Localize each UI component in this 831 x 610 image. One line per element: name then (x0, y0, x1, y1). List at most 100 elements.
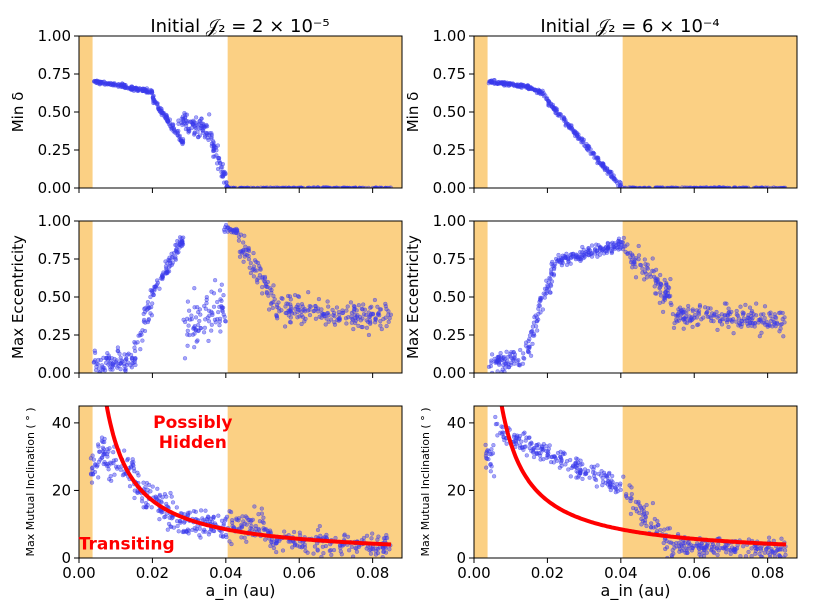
data-point (364, 533, 370, 538)
data-point (129, 87, 134, 92)
data-point (681, 548, 687, 553)
data-point (215, 299, 220, 305)
data-point (178, 138, 184, 143)
data-point (573, 464, 579, 470)
data-point (205, 514, 211, 519)
data-point (533, 87, 539, 93)
data-point (716, 313, 721, 319)
data-point (153, 494, 158, 499)
data-point (598, 473, 604, 478)
data-point (217, 288, 223, 293)
data-point (303, 316, 308, 322)
data-point (544, 449, 549, 454)
data-point (630, 265, 635, 270)
data-point (517, 445, 523, 451)
data-point (757, 334, 762, 339)
data-point (204, 297, 209, 302)
data-point (146, 316, 152, 322)
data-point (236, 516, 242, 521)
data-point (116, 363, 121, 369)
data-point (266, 293, 271, 298)
data-point (240, 514, 245, 519)
data-point (200, 516, 205, 521)
data-point (132, 357, 138, 362)
data-point (759, 330, 764, 335)
data-point (753, 548, 758, 554)
data-point (98, 357, 103, 363)
axes-frame (78, 405, 403, 559)
data-point (217, 319, 223, 324)
data-point (521, 351, 526, 356)
data-point (241, 259, 246, 264)
data-point (388, 312, 394, 317)
data-point (105, 461, 110, 467)
data-point (739, 324, 744, 329)
data-point (621, 474, 626, 479)
data-point (542, 295, 547, 300)
data-point (690, 307, 695, 312)
data-point (248, 260, 253, 266)
data-point (647, 272, 653, 277)
data-point (697, 303, 703, 308)
data-point (783, 552, 788, 558)
data-point (659, 283, 664, 288)
data-point (645, 266, 651, 271)
data-point (287, 309, 292, 315)
data-point (168, 260, 173, 266)
data-point (556, 252, 561, 258)
data-point (383, 545, 389, 550)
data-point (381, 536, 387, 541)
data-point (262, 278, 267, 284)
data-point (524, 85, 529, 90)
data-point (218, 329, 223, 334)
annotation-label: Hidden (159, 433, 227, 453)
data-point (257, 272, 263, 278)
data-point (141, 317, 147, 323)
data-point (149, 88, 155, 93)
plot-area (91, 222, 394, 373)
data-point (605, 245, 611, 250)
data-point (369, 304, 374, 309)
y-tick-label: 0.25 (433, 326, 466, 344)
data-point (644, 523, 649, 529)
shaded-region (474, 36, 488, 188)
data-point (770, 549, 775, 554)
data-point (709, 318, 714, 324)
y-axis-label: Max Mutual Inclination ( ° ) (419, 407, 432, 556)
data-point (286, 539, 291, 544)
data-point (111, 450, 116, 455)
data-point (686, 307, 691, 312)
shaded-region (227, 36, 402, 188)
data-point (345, 304, 350, 309)
data-point (670, 548, 675, 553)
data-point (180, 122, 185, 128)
data-point (353, 546, 358, 551)
data-point (139, 496, 145, 501)
data-point (576, 136, 581, 141)
data-point (538, 295, 543, 301)
data-point (198, 535, 203, 540)
data-point (578, 458, 583, 463)
data-point (251, 250, 256, 256)
data-point (315, 527, 321, 533)
data-point (375, 550, 381, 556)
data-point (346, 315, 351, 320)
data-point (704, 550, 709, 555)
data-point (185, 512, 190, 517)
data-point (332, 320, 337, 325)
data-point (614, 481, 619, 487)
data-point (277, 309, 282, 314)
data-point (99, 435, 105, 440)
data-point (218, 297, 223, 302)
data-point (255, 280, 260, 285)
data-point (264, 291, 270, 296)
data-point (765, 324, 770, 329)
data-point (486, 81, 491, 86)
data-point (529, 440, 534, 445)
data-point (175, 523, 180, 529)
data-point (599, 469, 604, 474)
data-point (728, 548, 733, 553)
data-point (658, 290, 663, 295)
data-point (650, 500, 656, 506)
data-point (743, 318, 748, 324)
